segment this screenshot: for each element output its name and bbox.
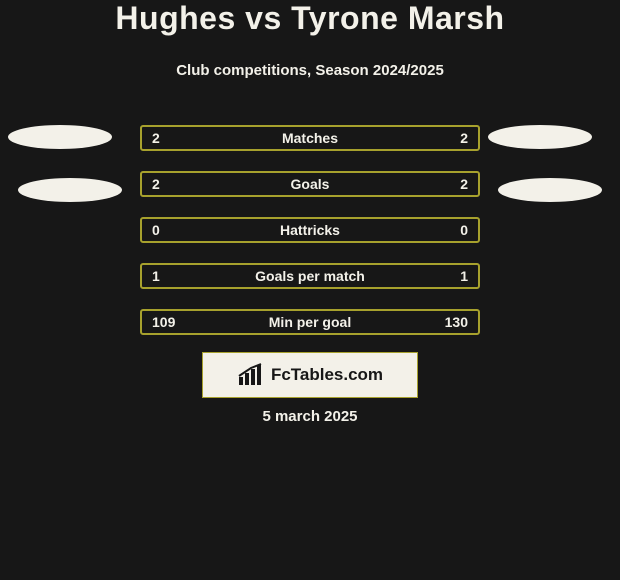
page-title: Hughes vs Tyrone Marsh	[0, 0, 620, 37]
branding-text: FcTables.com	[271, 365, 383, 385]
stat-row: 0 Hattricks 0	[140, 217, 480, 243]
stat-value-left: 109	[152, 314, 175, 330]
stat-value-right: 1	[460, 268, 468, 284]
stat-label: Goals	[291, 176, 330, 192]
stat-row: 1 Goals per match 1	[140, 263, 480, 289]
date-label: 5 march 2025	[0, 408, 620, 425]
stat-label: Hattricks	[280, 222, 340, 238]
stat-row: 109 Min per goal 130	[140, 309, 480, 335]
stat-value-right: 2	[460, 130, 468, 146]
stat-label: Goals per match	[255, 268, 365, 284]
subtitle: Club competitions, Season 2024/2025	[0, 62, 620, 79]
stat-value-left: 2	[152, 176, 160, 192]
stat-value-right: 0	[460, 222, 468, 238]
decorative-ellipse	[8, 125, 112, 149]
decorative-ellipse	[18, 178, 122, 202]
stat-value-left: 2	[152, 130, 160, 146]
stat-rows: 2 Matches 2 2 Goals 2 0 Hattricks 0 1 Goals per ma…	[0, 125, 620, 355]
stat-label: Min per goal	[269, 314, 351, 330]
stat-value-left: 1	[152, 268, 160, 284]
stat-label: Matches	[282, 130, 338, 146]
branding-box: FcTables.com	[202, 352, 418, 398]
comparison-infographic: Hughes vs Tyrone Marsh Club competitions…	[0, 0, 620, 580]
decorative-ellipse	[488, 125, 592, 149]
stat-row: 2 Goals 2	[140, 171, 480, 197]
stat-value-right: 130	[445, 314, 468, 330]
stat-value-right: 2	[460, 176, 468, 192]
decorative-ellipse	[498, 178, 602, 202]
bar-chart-icon	[237, 363, 265, 387]
stat-value-left: 0	[152, 222, 160, 238]
stat-row: 2 Matches 2	[140, 125, 480, 151]
